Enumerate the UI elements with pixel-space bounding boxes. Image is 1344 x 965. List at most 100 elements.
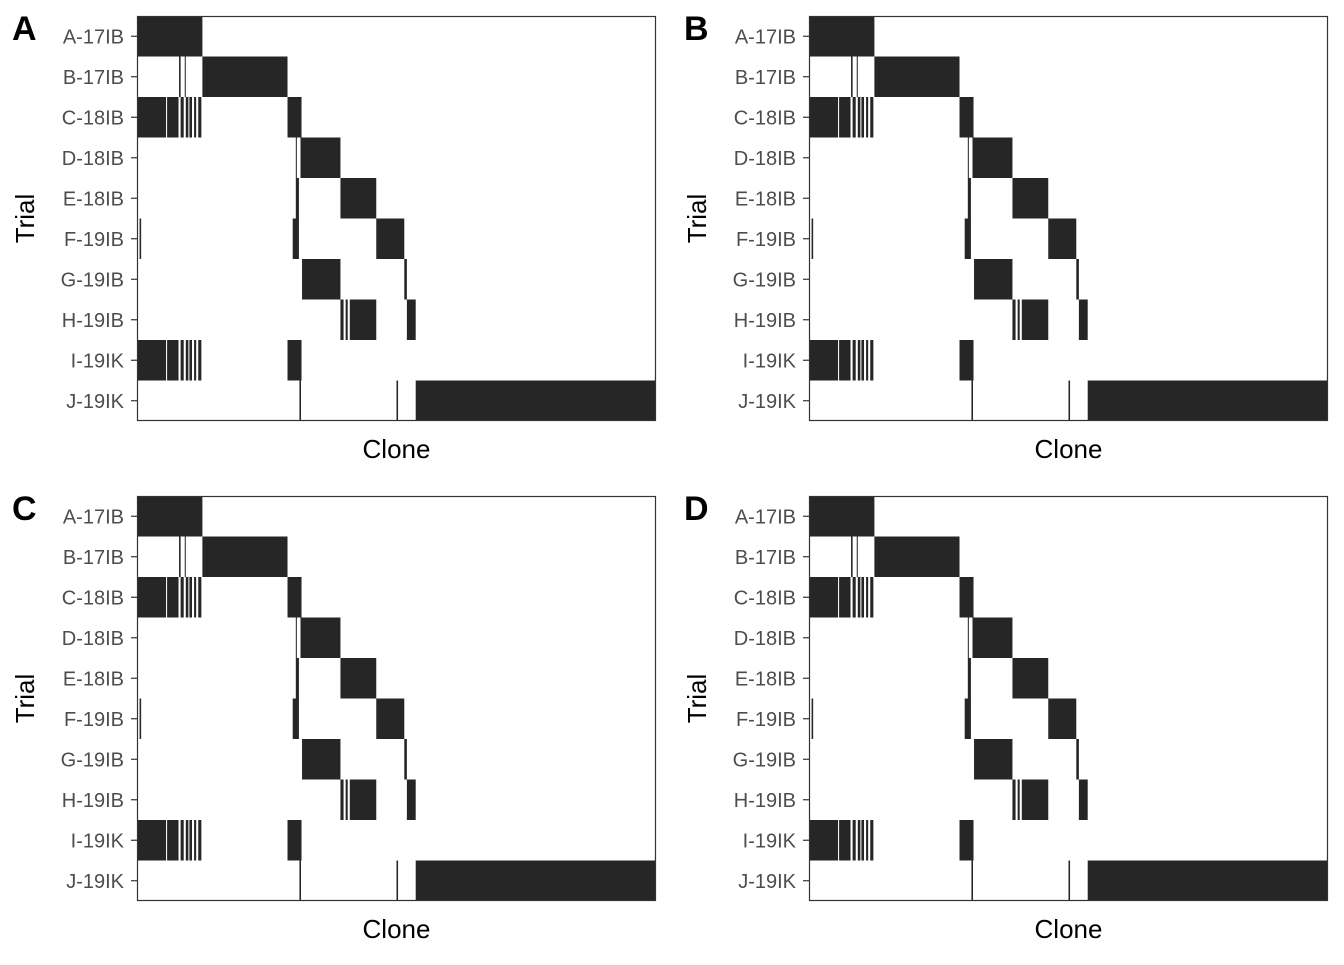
heatmap-cell (287, 820, 302, 861)
heatmap-cell (295, 658, 299, 699)
heatmap-cell (959, 340, 974, 381)
heatmap-cell (861, 97, 865, 138)
heatmap-cell (870, 577, 874, 618)
y-tick-label: A-17IB (63, 506, 124, 528)
heatmap-cell (184, 536, 186, 577)
x-axis-title: Clone (1035, 914, 1103, 944)
heatmap-cell (839, 340, 851, 381)
heatmap-cell (856, 56, 858, 97)
heatmap-cell (809, 97, 839, 138)
heatmap-cell (1087, 860, 1328, 901)
heatmap-cell (302, 739, 341, 780)
heatmap-cell (1068, 380, 1071, 421)
y-tick-label: D-18IB (62, 148, 124, 170)
heatmap-cell (185, 820, 189, 861)
panel-c: A-17IB B-17IB C-18IB D-18IB E-18IB F-19IB G-19… (10, 490, 657, 944)
y-tick-label: G-19IB (61, 749, 124, 771)
heatmap-cell (376, 218, 405, 259)
heatmap-cell (1012, 299, 1016, 340)
heatmap-cell (866, 577, 869, 618)
heatmap-cell (179, 56, 181, 97)
y-tick-label: J-19IK (738, 391, 796, 413)
heatmap-cell (964, 698, 971, 739)
heatmap-cell (167, 97, 179, 138)
heatmap-cell (345, 299, 348, 340)
y-tick-label: J-19IK (738, 871, 796, 893)
panel-letter: A (12, 10, 37, 48)
y-tick-label: B-17IB (735, 547, 796, 569)
heatmap-cell (857, 820, 861, 861)
heatmap-cell (137, 97, 167, 138)
heatmap-cell (139, 698, 142, 739)
heatmap-cell (198, 340, 202, 381)
heatmap-cell (1068, 860, 1071, 901)
y-tick-label: E-18IB (735, 188, 796, 210)
heatmap-cell (870, 340, 874, 381)
panel-letter: C (12, 490, 37, 528)
heatmap-cell (189, 820, 193, 861)
heatmap-cell (861, 820, 865, 861)
heatmap-cell (967, 658, 971, 699)
heatmap-cell (809, 16, 875, 57)
y-axis-title: Trial (10, 674, 40, 724)
heatmap-cell (1087, 380, 1328, 421)
heatmap-cell (340, 779, 344, 820)
heatmap-cell (300, 137, 341, 178)
y-tick-label: A-17IB (63, 26, 124, 48)
y-tick-label: H-19IB (734, 790, 796, 812)
heatmap-cell (340, 658, 377, 699)
y-tick-label: C-18IB (62, 107, 124, 129)
y-tick-label: G-19IB (733, 749, 796, 771)
y-tick-label: D-18IB (734, 628, 796, 650)
heatmap-cell (194, 820, 197, 861)
heatmap-cell (1012, 178, 1049, 219)
heatmap-cell (1021, 779, 1049, 820)
heatmap-cell (349, 299, 377, 340)
heatmap-cell (202, 56, 288, 97)
heatmap-cell (137, 16, 203, 57)
y-tick-label: I-19IK (71, 830, 125, 852)
heatmap-cell (180, 820, 184, 861)
heatmap-cell (811, 218, 814, 259)
y-tick-label: H-19IB (734, 310, 796, 332)
heatmap-cell (139, 218, 142, 259)
heatmap-cell (866, 820, 869, 861)
heatmap-cell (198, 97, 202, 138)
heatmap-cell (839, 97, 851, 138)
y-tick-label: E-18IB (63, 668, 124, 690)
heatmap-cell (964, 218, 971, 259)
heatmap-cell (180, 97, 184, 138)
heatmap-cell (851, 536, 853, 577)
heatmap-cell (1048, 698, 1077, 739)
x-axis-title: Clone (1035, 434, 1103, 464)
panel-d: A-17IB B-17IB C-18IB D-18IB E-18IB F-19IB G-19… (682, 490, 1329, 944)
heatmap-cell (1048, 218, 1077, 259)
y-tick-label: A-17IB (735, 26, 796, 48)
heatmap-cell (184, 56, 186, 97)
heatmap-cell (809, 496, 875, 537)
heatmap-cell (866, 97, 869, 138)
y-tick-label: H-19IB (62, 790, 124, 812)
y-tick-label: E-18IB (735, 668, 796, 690)
heatmap-cell (345, 779, 348, 820)
y-tick-label: C-18IB (734, 107, 796, 129)
y-tick-label: A-17IB (735, 506, 796, 528)
heatmap-cell (971, 380, 974, 421)
y-tick-label: D-18IB (62, 628, 124, 650)
heatmap-cell (137, 340, 167, 381)
heatmap-cell (852, 820, 856, 861)
heatmap-cell (406, 779, 416, 820)
heatmap-cell (287, 577, 302, 618)
heatmap-cell (396, 860, 399, 901)
heatmap-cell (1078, 779, 1088, 820)
y-tick-label: C-18IB (62, 587, 124, 609)
y-tick-label: B-17IB (735, 67, 796, 89)
heatmap-cell (809, 820, 839, 861)
heatmap-cell (1076, 739, 1079, 780)
heatmap-cell (396, 380, 399, 421)
heatmap-cell (870, 97, 874, 138)
heatmap-cell (194, 97, 197, 138)
y-tick-label: G-19IB (61, 269, 124, 291)
heatmap-cell (857, 577, 861, 618)
